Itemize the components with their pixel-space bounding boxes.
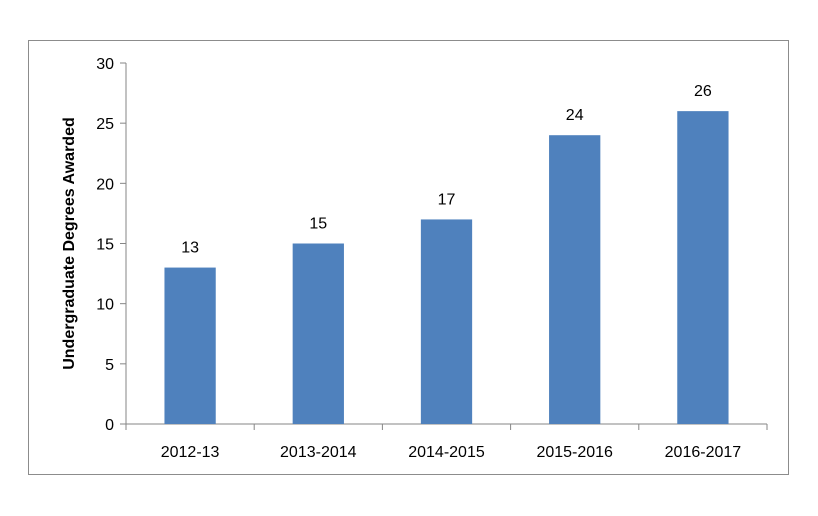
data-label: 24: [566, 107, 584, 124]
data-label: 15: [309, 216, 327, 233]
data-label: 13: [181, 240, 199, 257]
y-axis: 0 5 10 15 20 25 30: [96, 56, 127, 434]
y-tick-label: 15: [96, 237, 114, 254]
bar: [292, 243, 344, 424]
x-tick-label: 2013-2014: [280, 444, 357, 461]
y-tick-label: 5: [105, 357, 114, 374]
x-tick-label: 2014-2015: [408, 444, 485, 461]
bar: [420, 219, 473, 424]
chart-frame: [28, 40, 789, 475]
y-tick-label: 30: [96, 56, 114, 73]
x-tick-label: 2012-13: [161, 444, 220, 461]
bar: [677, 111, 729, 424]
data-labels: 13 15 17 24 26: [181, 83, 712, 256]
y-tick-label: 20: [96, 176, 114, 193]
bar: [549, 135, 601, 424]
data-label: 26: [694, 83, 712, 100]
y-tick-label: 0: [105, 417, 114, 434]
bar: [164, 267, 216, 424]
x-tick-label: 2015-2016: [536, 444, 613, 461]
x-tick-label: 2016-2017: [665, 444, 742, 461]
bars: [164, 111, 729, 424]
y-tick-label: 10: [96, 297, 114, 314]
data-label: 17: [438, 191, 456, 208]
y-axis-title: Undergraduate Degrees Awarded: [61, 117, 78, 370]
y-tick-label: 25: [96, 116, 114, 133]
x-axis: 2012-13 2013-2014 2014-2015 2015-2016 2016-2…: [125, 423, 768, 461]
